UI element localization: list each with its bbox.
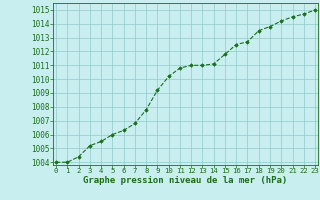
- X-axis label: Graphe pression niveau de la mer (hPa): Graphe pression niveau de la mer (hPa): [84, 176, 288, 185]
